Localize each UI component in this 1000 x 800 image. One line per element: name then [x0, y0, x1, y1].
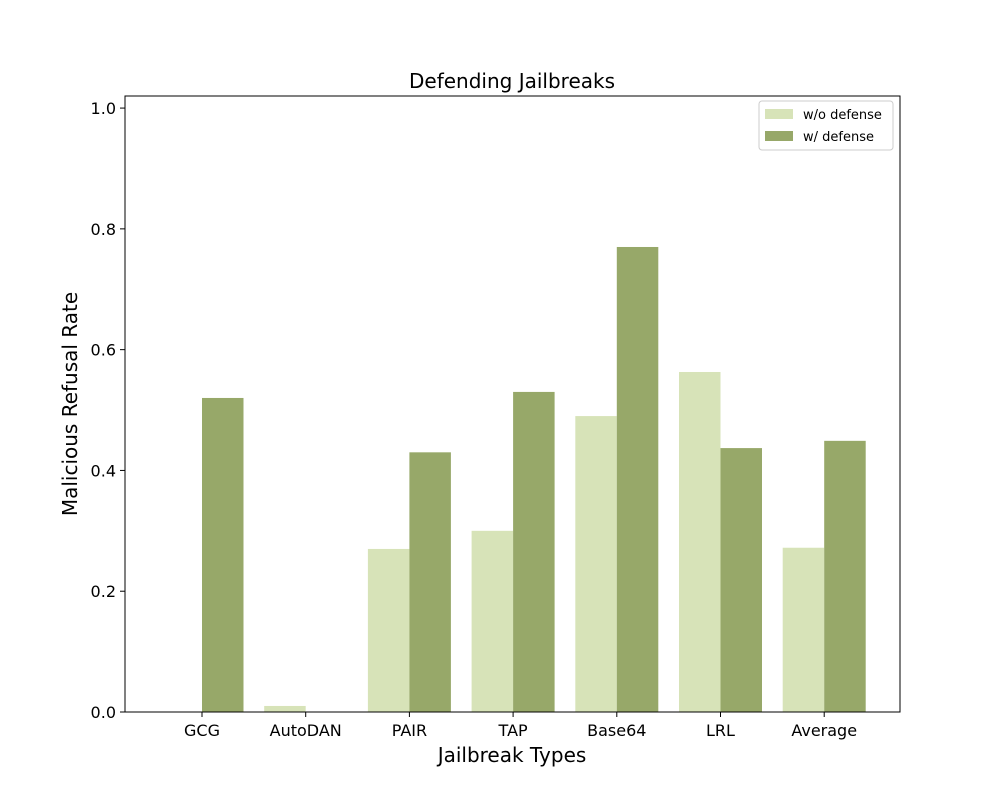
bar-without-defense-base64	[575, 416, 617, 712]
bars-layer	[202, 246, 866, 712]
y-tick-label: 0.6	[91, 341, 116, 360]
x-tick-label: Average	[791, 721, 857, 740]
x-tick-label: LRL	[706, 721, 735, 740]
legend-swatch-with-defense	[765, 131, 793, 141]
y-tick-label: 1.0	[91, 99, 116, 118]
plot-frame	[124, 95, 901, 713]
y-tick-label: 0.2	[91, 582, 116, 601]
y-axis-ticks: 0.0 0.2 0.4 0.6 0.8 1.0	[91, 99, 125, 722]
x-axis-title: Jailbreak Types	[436, 743, 587, 767]
y-axis-title: Malicious Refusal Rate	[58, 292, 82, 516]
x-tick-label: Base64	[587, 721, 646, 740]
legend-swatch-without-defense	[765, 109, 793, 119]
bar-without-defense-tap	[471, 530, 514, 712]
bar-with-defense-base64	[616, 246, 659, 712]
bar-without-defense-average	[782, 547, 825, 712]
y-tick-label: 0.8	[91, 220, 116, 239]
bar-with-defense-lrl	[720, 448, 762, 712]
legend: w/o defense w/ defense	[758, 100, 894, 151]
bar-without-defense-autodan	[264, 705, 306, 712]
x-tick-label: TAP	[498, 721, 528, 740]
bar-with-defense-tap	[513, 391, 555, 712]
bar-with-defense-average	[824, 440, 866, 712]
x-tick-label: PAIR	[392, 721, 427, 740]
y-tick-label: 0.4	[91, 461, 116, 480]
bar-with-defense-pair	[409, 452, 451, 712]
bar-without-defense-pair	[367, 548, 410, 712]
x-tick-label: GCG	[184, 721, 220, 740]
bar-with-defense-gcg	[202, 397, 244, 712]
chart-title: Defending Jailbreaks	[409, 69, 615, 93]
bar-without-defense-lrl	[679, 371, 721, 712]
y-tick-label: 0.0	[91, 703, 116, 722]
x-tick-label: AutoDAN	[270, 721, 342, 740]
legend-label-without-defense: w/o defense	[803, 108, 882, 123]
x-axis-ticks: GCG AutoDAN PAIR TAP Base64 LRL Average	[184, 712, 857, 740]
legend-label-with-defense: w/ defense	[803, 130, 874, 145]
